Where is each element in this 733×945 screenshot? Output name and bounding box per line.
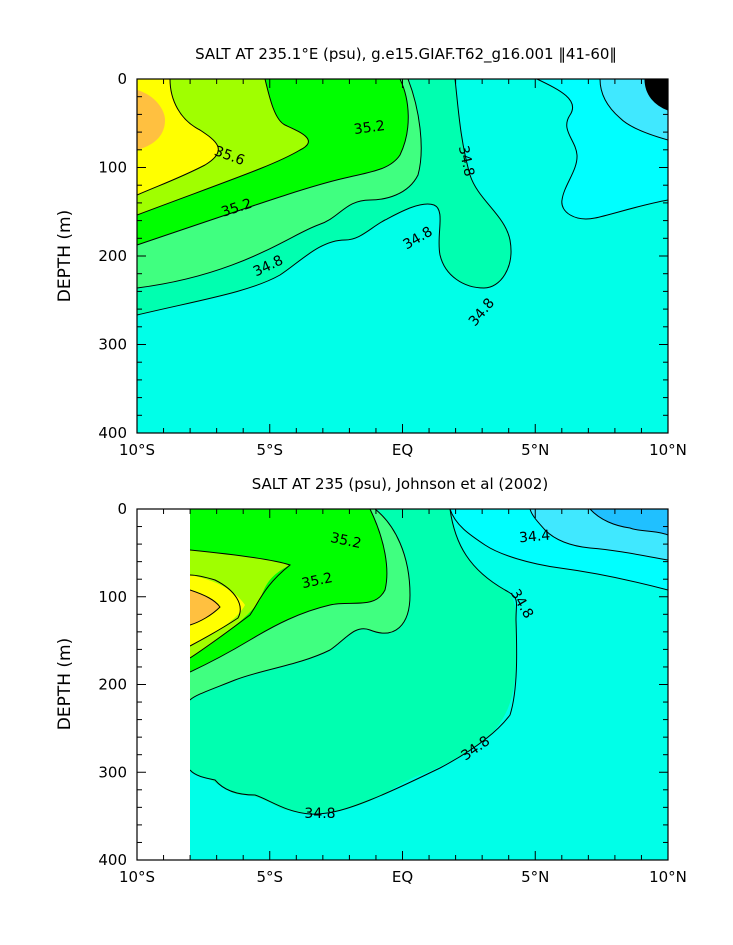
contour-line [137, 79, 409, 246]
contour-label: 35.2 [329, 530, 363, 552]
contour-line [137, 79, 309, 216]
x-tick-label: 10°N [649, 441, 687, 459]
panel-bottom-contour-fill [190, 509, 668, 860]
panel-top-title: SALT AT 235.1°E (psu), g.e15.GIAF.T62_g1… [195, 45, 617, 64]
contour-line [599, 79, 668, 141]
panel-bottom-title: SALT AT 235 (psu), Johnson et al (2002) [252, 475, 549, 493]
panel-top-axes: 10°S 5°S EQ 5°N 10°N 0 100 200 300 400 [98, 70, 687, 459]
y-tick-label: 400 [98, 424, 127, 442]
panel-top-ylabel: DEPTH (m) [55, 210, 75, 302]
y-tick-label: 400 [98, 851, 127, 869]
contour-label: 35.2 [300, 570, 334, 592]
x-tick-label: EQ [392, 868, 413, 886]
contour-label: 34.4 [518, 528, 551, 547]
x-tick-label: 10°S [119, 868, 155, 886]
fill-35-2 [190, 509, 387, 672]
contour-line [644, 79, 668, 111]
y-tick-label: 300 [98, 763, 127, 781]
contour-label: 34.8 [455, 144, 477, 178]
contour-line [190, 509, 411, 701]
contour-line [190, 589, 221, 626]
y-tick-label: 100 [98, 159, 127, 177]
x-tick-label: 10°N [649, 868, 687, 886]
y-tick-label: 0 [117, 70, 127, 88]
y-tick-label: 0 [117, 500, 127, 518]
panel-bottom: SALT AT 235 (psu), Johnson et al (2002) [55, 475, 687, 886]
panel-top-contour-fill [137, 79, 668, 433]
contour-label: 35.2 [353, 118, 386, 138]
x-tick-label: 10°S [119, 441, 155, 459]
contour-line [190, 574, 241, 647]
fill-34-0-north [645, 79, 668, 110]
y-tick-label: 200 [98, 247, 127, 265]
panel-top: SALT AT 235.1°E (psu), g.e15.GIAF.T62_g1… [55, 45, 687, 459]
panel-bottom-ylabel: DEPTH (m) [55, 638, 75, 730]
contour-line [529, 509, 668, 561]
y-tick-label: 100 [98, 588, 127, 606]
contour-line [137, 79, 512, 316]
fill-34-0-north [590, 509, 668, 535]
contour-line [137, 79, 422, 289]
contour-line [449, 509, 668, 591]
contour-line [589, 509, 668, 536]
x-tick-label: EQ [392, 441, 413, 459]
contour-line [190, 509, 388, 673]
x-tick-label: 5°S [256, 868, 283, 886]
panel-bottom-contour-labels: 35.2 35.2 34.4 34.8 34.8 34.8 [300, 528, 551, 822]
fill-max [137, 90, 165, 150]
x-tick-label: 5°S [256, 441, 283, 459]
x-tick-label: 5°N [521, 868, 549, 886]
contour-line [190, 549, 292, 659]
contour-line [536, 79, 668, 220]
panel-bottom-axes: 10°S 5°S EQ 5°N 10°N 0 100 200 300 400 [98, 500, 687, 886]
y-tick-label: 200 [98, 676, 127, 694]
contour-line [190, 509, 518, 815]
fill-35-6 [190, 575, 245, 646]
contour-label: 34.8 [304, 806, 335, 822]
fill-max [190, 590, 220, 625]
x-tick-label: 5°N [521, 441, 549, 459]
contour-line [137, 79, 219, 196]
y-tick-label: 300 [98, 336, 127, 354]
